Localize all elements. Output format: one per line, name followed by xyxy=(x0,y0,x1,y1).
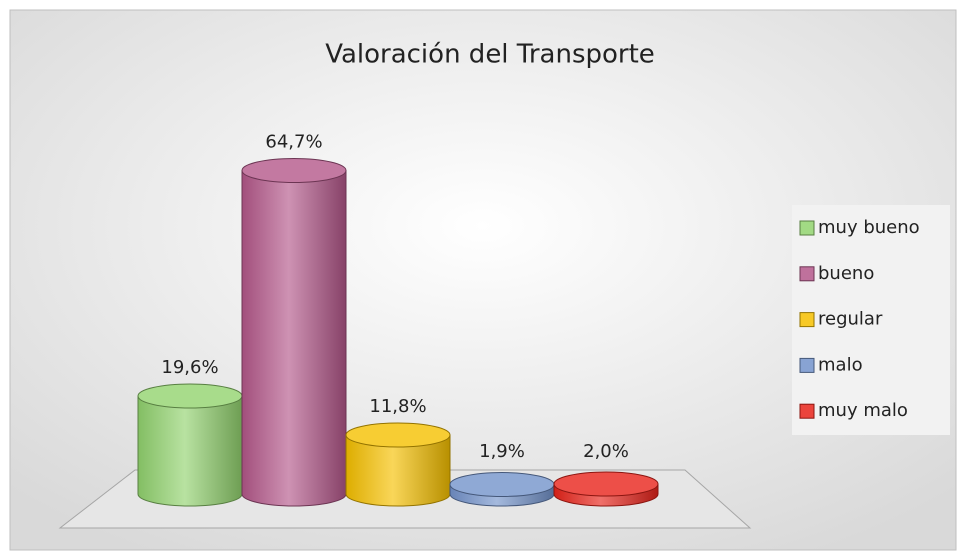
legend-swatch xyxy=(799,357,815,373)
legend-swatch xyxy=(799,312,815,328)
data-label: 19,6% xyxy=(161,357,218,378)
legend-label: bueno xyxy=(818,263,874,284)
data-label: 2,0% xyxy=(583,441,629,462)
legend-swatch xyxy=(799,403,815,419)
legend-label: muy malo xyxy=(818,400,908,421)
legend-swatch xyxy=(799,220,815,236)
legend-label: regular xyxy=(818,309,883,330)
legend xyxy=(792,205,950,435)
cylinder xyxy=(449,472,555,507)
cylinder xyxy=(241,158,347,507)
cylinder xyxy=(137,383,243,507)
legend-label: muy bueno xyxy=(818,217,920,238)
data-label: 11,8% xyxy=(369,396,426,417)
data-label: 64,7% xyxy=(265,132,322,153)
cylinder xyxy=(345,422,451,507)
chart-title: Valoración del Transporte xyxy=(325,40,655,70)
legend-swatch xyxy=(799,266,815,282)
cylinder xyxy=(553,471,659,507)
legend-label: malo xyxy=(818,354,863,375)
data-label: 1,9% xyxy=(479,441,525,462)
